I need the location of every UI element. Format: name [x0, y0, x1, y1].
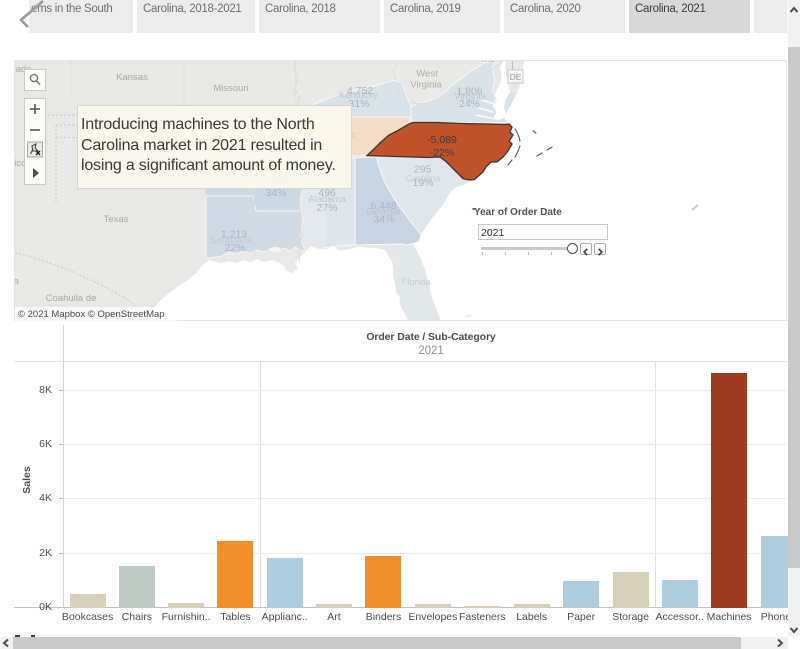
- svg-text:1,806: 1,806: [456, 86, 482, 98]
- svg-text:496: 496: [318, 187, 336, 199]
- svg-text:rado: rado: [15, 64, 32, 75]
- svg-text:22%: 22%: [224, 242, 245, 254]
- svg-text:nua: nua: [15, 276, 20, 287]
- svg-text:Florida: Florida: [401, 277, 431, 288]
- svg-text:31%: 31%: [348, 98, 369, 110]
- svg-text:4,752: 4,752: [347, 85, 373, 97]
- svg-text:-5,089: -5,089: [427, 134, 457, 146]
- svg-text:Virginia: Virginia: [410, 80, 442, 91]
- svg-text:DE: DE: [510, 72, 522, 82]
- svg-text:24%: 24%: [459, 98, 480, 110]
- svg-text:Kentucky: Kentucky: [339, 90, 378, 101]
- svg-text:Coahuila de: Coahuila de: [46, 293, 97, 304]
- svg-text:-22%: -22%: [430, 147, 455, 159]
- svg-text:Carolina: Carolina: [405, 174, 441, 185]
- svg-text:Missouri: Missouri: [213, 83, 248, 94]
- svg-text:34%: 34%: [265, 187, 286, 199]
- svg-text:Georgia: Georgia: [366, 207, 401, 218]
- svg-text:Virginia: Virginia: [454, 92, 486, 103]
- svg-text:West: West: [416, 69, 438, 80]
- svg-text:xico: xico: [15, 158, 26, 169]
- svg-text:6,448: 6,448: [370, 200, 396, 212]
- svg-text:295: 295: [414, 164, 432, 176]
- svg-text:34%: 34%: [373, 214, 394, 226]
- svg-text:19%: 19%: [412, 177, 433, 189]
- svg-text:27%: 27%: [316, 202, 337, 214]
- svg-text:MD: MD: [482, 61, 497, 65]
- svg-text:Alabama: Alabama: [308, 194, 346, 205]
- svg-text:Louisiana: Louisiana: [212, 235, 253, 246]
- svg-text:Kansas: Kansas: [116, 72, 148, 83]
- svg-text:1,213: 1,213: [221, 229, 247, 241]
- svg-text:Texas: Texas: [104, 214, 129, 225]
